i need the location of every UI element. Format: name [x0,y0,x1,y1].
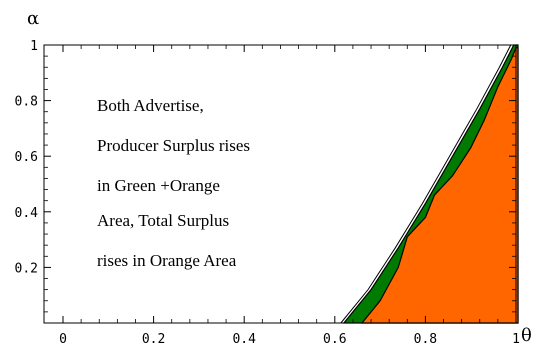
outer-boundary-line [340,44,512,324]
y-tick-label: 0.8 [15,95,38,110]
x-tick-label: 0.8 [414,332,437,347]
y-tick-label: 0.4 [15,206,39,221]
x-tick-label: 1 [512,332,520,347]
y-tick-label: 0.2 [15,261,38,276]
annotation-line-2: Producer Surplus rises [97,136,250,155]
x-axis-label: θ [521,325,532,346]
annotation-line-1: Both Advertise, [97,96,204,115]
annotation-line-4: Area, Total Surplus [97,211,229,230]
x-tick-label: 0.4 [232,332,256,347]
y-tick-label: 1 [30,39,38,54]
y-axis-label: α [27,8,39,29]
x-tick-label: 0.6 [323,332,346,347]
region-orange [360,47,519,324]
x-tick-label: 0.2 [142,332,165,347]
x-tick-label: 0 [59,332,67,347]
annotation-line-3: in Green +Orange [97,176,220,195]
annotation-line-5: rises in Orange Area [97,251,237,270]
plot-frame [43,44,517,324]
y-tick-label: 0.6 [15,150,38,165]
